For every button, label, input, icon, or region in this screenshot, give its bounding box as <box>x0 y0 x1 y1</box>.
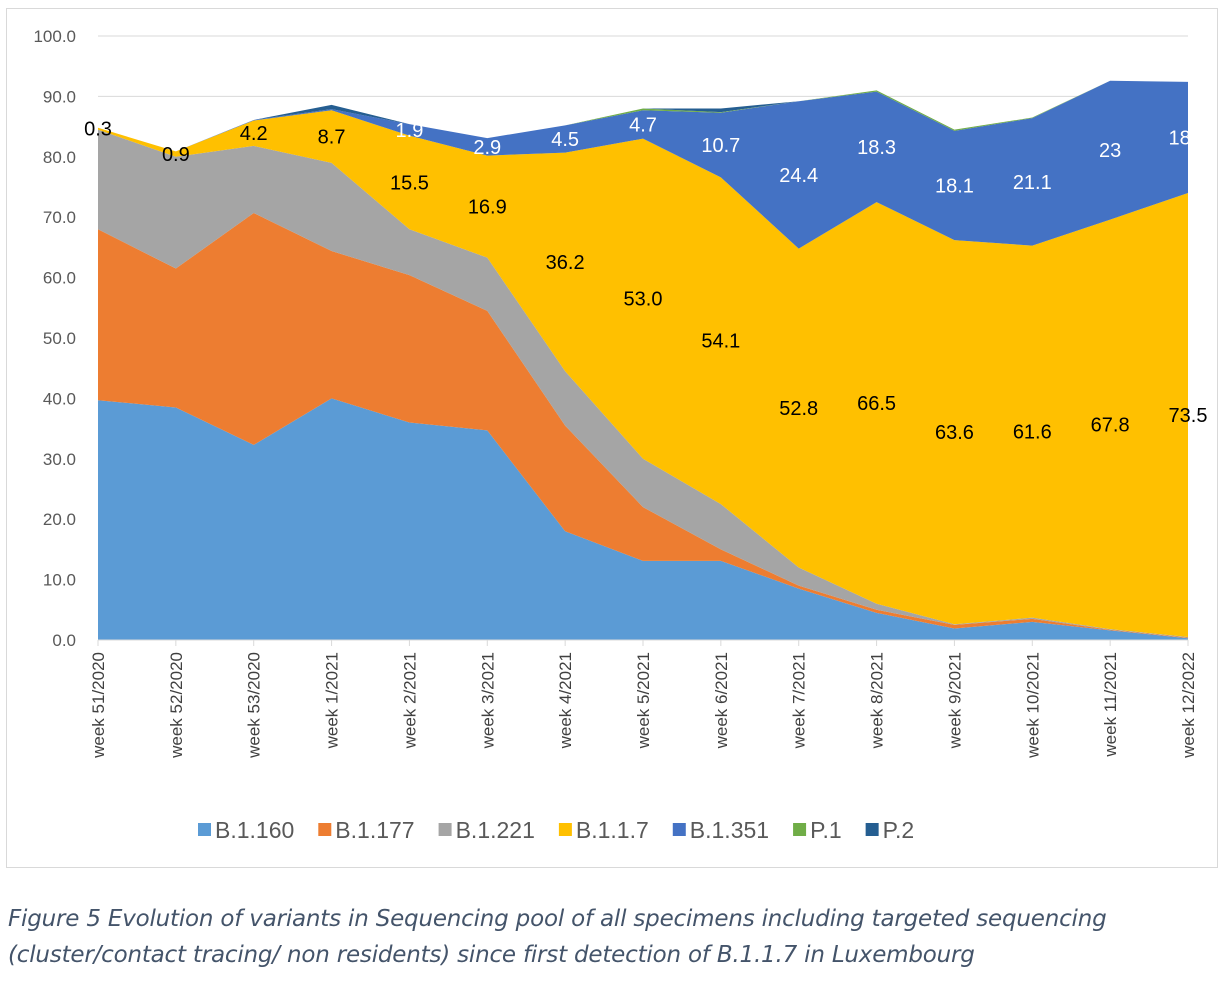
legend-swatch <box>198 823 211 836</box>
legend-swatch <box>672 823 686 836</box>
data-label-b-1-351: 1.9 <box>396 120 424 142</box>
y-tick-label: 80.0 <box>43 148 76 167</box>
figure-caption-line-1: Figure 5 Evolution of variants in Sequen… <box>8 906 1107 932</box>
y-tick-label: 0.0 <box>52 631 76 650</box>
data-label-b-1-1-7: 15.5 <box>390 172 429 194</box>
x-tick-label: week 11/2021 <box>1101 652 1120 758</box>
x-tick-label: week 53/2020 <box>245 652 264 759</box>
area-b-1-177 <box>98 212 1188 639</box>
x-tick-label: week 3/2021 <box>478 652 497 749</box>
area-b-1-160 <box>98 398 1188 640</box>
legend-swatch <box>438 823 452 836</box>
data-label-b-1-351: 23 <box>1099 140 1121 162</box>
y-tick-label: 60.0 <box>43 269 76 288</box>
x-tick-label: week 9/2021 <box>945 652 964 749</box>
data-label-b-1-351: 21.1 <box>1013 172 1052 194</box>
data-label-b-1-351: 18.3 <box>857 137 896 159</box>
data-label-b-1-351: 4.7 <box>629 114 657 136</box>
data-label-b-1-1-7: 8.7 <box>318 127 346 149</box>
data-label-b-1-351: 18.1 <box>935 175 974 197</box>
data-label-b-1-1-7: 4.2 <box>240 123 268 145</box>
data-label-b-1-1-7: 63.6 <box>935 422 974 444</box>
data-label-b-1-1-7: 54.1 <box>701 331 740 353</box>
y-tick-label: 40.0 <box>43 389 76 408</box>
legend-swatch <box>865 823 879 836</box>
y-tick-label: 90.0 <box>43 87 76 106</box>
data-label-b-1-1-7: 53.0 <box>624 289 663 311</box>
legend-label: P.2 <box>883 817 915 843</box>
legend-swatch <box>793 823 807 836</box>
y-tick-label: 30.0 <box>43 450 76 469</box>
area-b-1-1-7 <box>98 110 1188 637</box>
x-tick-label: week 1/2021 <box>323 652 342 749</box>
y-tick-label: 100.0 <box>33 27 76 46</box>
stacked-area-chart: 0.0 10.0 20.0 30.0 40.0 50.0 60.0 70.0 80.0 90.0 1… <box>33 27 1208 843</box>
legend-label: P.1 <box>810 817 842 843</box>
data-label-b-1-351: 24.4 <box>779 165 818 187</box>
x-tick-label: week 52/2020 <box>167 652 186 759</box>
y-tick-label: 10.0 <box>43 571 76 590</box>
data-label-b-1-1-7: 16.9 <box>468 197 507 219</box>
data-label-b-1-351: 4.5 <box>551 129 579 151</box>
legend-swatch <box>318 823 332 836</box>
area-b-1-351 <box>98 80 1188 249</box>
data-label-b-1-1-7: 36.2 <box>546 252 585 274</box>
x-tick-label: week 8/2021 <box>868 652 887 749</box>
y-tick-label: 70.0 <box>43 208 76 227</box>
legend-label: B.1.221 <box>456 817 535 843</box>
data-label-b-1-1-7: 66.5 <box>857 393 896 415</box>
legend-label: B.1.351 <box>690 817 769 843</box>
y-tick-label: 50.0 <box>43 329 76 348</box>
data-label-b-1-351: 18.4 <box>1169 127 1208 149</box>
data-label-b-1-1-7: 0.3 <box>84 119 112 141</box>
data-label-b-1-1-7: 52.8 <box>779 398 818 420</box>
legend-label: B.1.177 <box>335 817 414 843</box>
y-tick-label: 20.0 <box>43 510 76 529</box>
legend-label: B.1.160 <box>215 817 294 843</box>
data-label-b-1-1-7: 73.5 <box>1169 405 1208 427</box>
data-label-b-1-1-7: 0.9 <box>162 144 190 166</box>
chart-frame <box>6 8 1218 868</box>
figure-caption-line-2: (cluster/contact tracing/ non residents)… <box>8 942 975 968</box>
data-label-b-1-1-7: 61.6 <box>1013 422 1052 444</box>
legend-label: B.1.1.7 <box>576 817 649 843</box>
x-tick-label: week 51/2020 <box>89 652 108 759</box>
x-tick-label: week 12/2022 <box>1179 652 1198 759</box>
data-label-b-1-1-7: 67.8 <box>1091 414 1130 436</box>
x-tick-label: week 10/2021 <box>1023 652 1042 759</box>
x-tick-label: week 7/2021 <box>790 652 809 749</box>
x-tick-label: week 2/2021 <box>400 652 419 749</box>
x-tick-label: week 4/2021 <box>556 652 575 749</box>
data-label-b-1-351: 2.9 <box>473 137 501 159</box>
legend-swatch <box>558 823 572 836</box>
data-label-b-1-351: 10.7 <box>701 135 740 157</box>
x-tick-label: week 6/2021 <box>712 652 731 749</box>
area-b-1-221 <box>98 129 1188 638</box>
x-tick-label: week 5/2021 <box>634 652 653 749</box>
